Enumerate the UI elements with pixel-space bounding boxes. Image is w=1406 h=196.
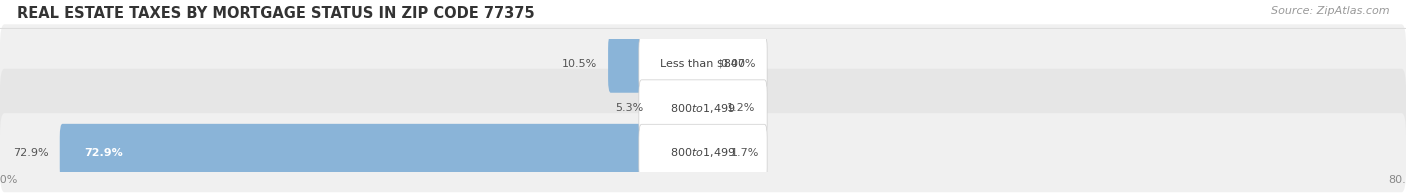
Text: REAL ESTATE TAXES BY MORTGAGE STATUS IN ZIP CODE 77375: REAL ESTATE TAXES BY MORTGAGE STATUS IN …	[17, 6, 534, 21]
FancyBboxPatch shape	[0, 69, 1406, 148]
Text: Less than $800: Less than $800	[661, 59, 745, 69]
FancyBboxPatch shape	[0, 113, 1406, 192]
Text: 1.7%: 1.7%	[731, 148, 759, 158]
FancyBboxPatch shape	[654, 79, 706, 137]
FancyBboxPatch shape	[59, 124, 706, 181]
FancyBboxPatch shape	[700, 124, 721, 181]
Text: $800 to $1,499: $800 to $1,499	[671, 102, 735, 115]
Text: 5.3%: 5.3%	[614, 103, 644, 113]
FancyBboxPatch shape	[609, 35, 706, 93]
Legend: Without Mortgage, With Mortgage: Without Mortgage, With Mortgage	[581, 195, 825, 196]
FancyBboxPatch shape	[0, 24, 1406, 103]
Text: 72.9%: 72.9%	[14, 148, 49, 158]
FancyBboxPatch shape	[700, 79, 716, 137]
Text: 0.47%: 0.47%	[720, 59, 756, 69]
Text: $800 to $1,499: $800 to $1,499	[671, 146, 735, 159]
FancyBboxPatch shape	[638, 80, 768, 137]
FancyBboxPatch shape	[700, 35, 710, 93]
FancyBboxPatch shape	[638, 35, 768, 92]
Text: Source: ZipAtlas.com: Source: ZipAtlas.com	[1271, 6, 1389, 16]
Text: 10.5%: 10.5%	[562, 59, 598, 69]
FancyBboxPatch shape	[638, 124, 768, 181]
Text: 72.9%: 72.9%	[84, 148, 124, 158]
Text: 1.2%: 1.2%	[727, 103, 755, 113]
